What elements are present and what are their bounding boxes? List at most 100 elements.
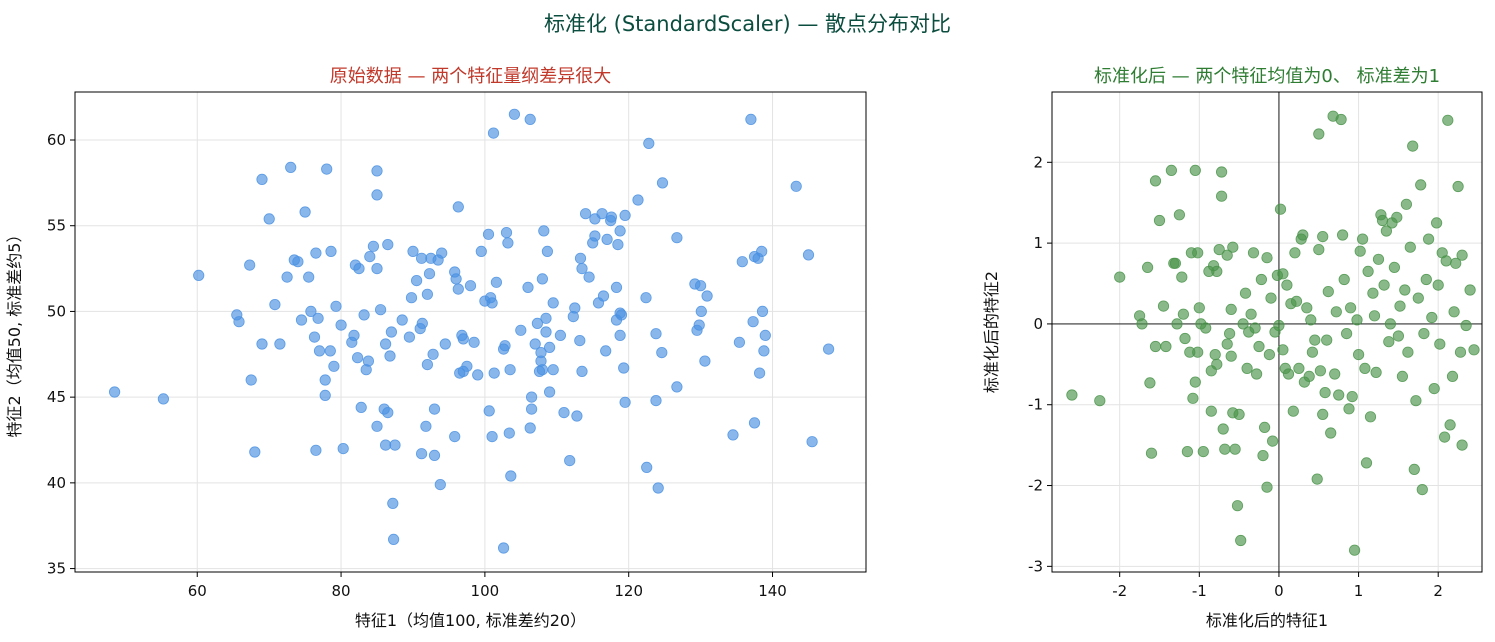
data-point bbox=[1231, 500, 1244, 512]
y-tick-label: -2 bbox=[1028, 477, 1043, 495]
data-point bbox=[540, 312, 552, 324]
data-point bbox=[1415, 179, 1427, 191]
data-point bbox=[1265, 292, 1277, 304]
data-point bbox=[410, 274, 423, 287]
data-point bbox=[1189, 376, 1201, 388]
data-point bbox=[488, 367, 500, 379]
x-tick-label: 140 bbox=[758, 582, 787, 600]
data-point bbox=[806, 436, 818, 448]
data-point bbox=[1426, 311, 1438, 324]
data-point bbox=[303, 271, 315, 283]
data-point bbox=[536, 364, 549, 376]
data-point bbox=[1432, 279, 1444, 291]
data-point bbox=[652, 482, 664, 494]
data-point bbox=[1392, 330, 1405, 342]
data-point bbox=[321, 163, 333, 175]
data-point bbox=[615, 309, 628, 321]
data-point bbox=[1221, 338, 1233, 350]
data-point bbox=[524, 113, 536, 126]
data-point bbox=[449, 430, 461, 443]
y-tick-label: 55 bbox=[47, 217, 66, 235]
data-point bbox=[379, 338, 392, 350]
data-point bbox=[1404, 241, 1416, 253]
data-point bbox=[1456, 249, 1468, 261]
data-point bbox=[1197, 445, 1209, 458]
data-point bbox=[1338, 273, 1350, 286]
data-point bbox=[1460, 319, 1472, 332]
data-point bbox=[364, 251, 376, 263]
data-point bbox=[531, 317, 544, 329]
data-point bbox=[641, 461, 653, 473]
data-point bbox=[515, 324, 527, 336]
data-point bbox=[1181, 445, 1194, 458]
data-point bbox=[1399, 284, 1411, 296]
data-point bbox=[1219, 443, 1231, 455]
data-point bbox=[428, 403, 441, 415]
data-point bbox=[305, 305, 317, 317]
data-point bbox=[387, 497, 399, 509]
data-point bbox=[1211, 358, 1223, 370]
data-point bbox=[543, 341, 556, 353]
data-point bbox=[312, 312, 324, 324]
data-point bbox=[1357, 233, 1369, 245]
data-point bbox=[313, 345, 326, 357]
data-point bbox=[541, 245, 554, 257]
data-point bbox=[1416, 483, 1428, 496]
data-point bbox=[619, 396, 631, 408]
data-point bbox=[1396, 370, 1409, 382]
data-point bbox=[579, 208, 592, 220]
data-point bbox=[1192, 247, 1204, 259]
data-point bbox=[396, 314, 408, 326]
data-point bbox=[1346, 390, 1358, 403]
data-point bbox=[1452, 180, 1464, 193]
scatter-plot-standardized: -2 -1 0 1 2 -3 -2 -1 0 1 2 标准化后 — 两个特征均值为0、 标准差为1 标准… bbox=[982, 66, 1483, 630]
data-point bbox=[1225, 303, 1237, 315]
data-point bbox=[1319, 386, 1331, 399]
y-tick-label: -3 bbox=[1028, 557, 1043, 575]
data-point bbox=[802, 249, 815, 261]
data-point bbox=[233, 316, 245, 328]
data-point bbox=[405, 292, 418, 304]
data-point bbox=[538, 225, 550, 237]
data-point bbox=[475, 245, 487, 257]
data-point bbox=[421, 358, 433, 371]
data-point bbox=[324, 345, 336, 357]
data-point bbox=[1200, 322, 1212, 334]
data-point bbox=[1388, 261, 1401, 273]
data-point bbox=[525, 391, 538, 403]
data-point bbox=[1149, 175, 1162, 187]
data-point bbox=[1359, 362, 1371, 374]
data-point bbox=[1418, 327, 1430, 340]
data-point bbox=[1380, 225, 1393, 237]
data-point bbox=[790, 180, 802, 192]
data-point bbox=[1187, 392, 1199, 404]
data-point bbox=[694, 280, 707, 292]
x-tick-label: 1 bbox=[1354, 582, 1364, 600]
data-point bbox=[1289, 247, 1301, 259]
x-axis-label: 特征1（均值100, 标准差约20） bbox=[355, 611, 586, 630]
data-point bbox=[736, 256, 748, 268]
data-point bbox=[643, 137, 655, 149]
data-point bbox=[1345, 302, 1357, 314]
data-point bbox=[1225, 350, 1237, 362]
data-point bbox=[1440, 255, 1452, 267]
data-point bbox=[1303, 370, 1315, 382]
data-point bbox=[450, 273, 462, 285]
data-point bbox=[308, 331, 321, 343]
data-point bbox=[1306, 346, 1319, 358]
data-point bbox=[328, 360, 340, 372]
data-point bbox=[1454, 346, 1467, 358]
data-point bbox=[1157, 300, 1170, 312]
data-point bbox=[371, 165, 383, 177]
data-point bbox=[1410, 395, 1422, 407]
x-tick-label: 2 bbox=[1433, 582, 1443, 600]
data-point bbox=[610, 281, 623, 293]
data-point bbox=[256, 173, 268, 185]
data-point bbox=[461, 360, 473, 372]
x-tick-label: 120 bbox=[614, 582, 643, 600]
data-point bbox=[1337, 229, 1349, 241]
data-point bbox=[558, 406, 570, 419]
data-point bbox=[650, 394, 662, 407]
data-point bbox=[747, 316, 759, 328]
data-point bbox=[452, 201, 464, 213]
